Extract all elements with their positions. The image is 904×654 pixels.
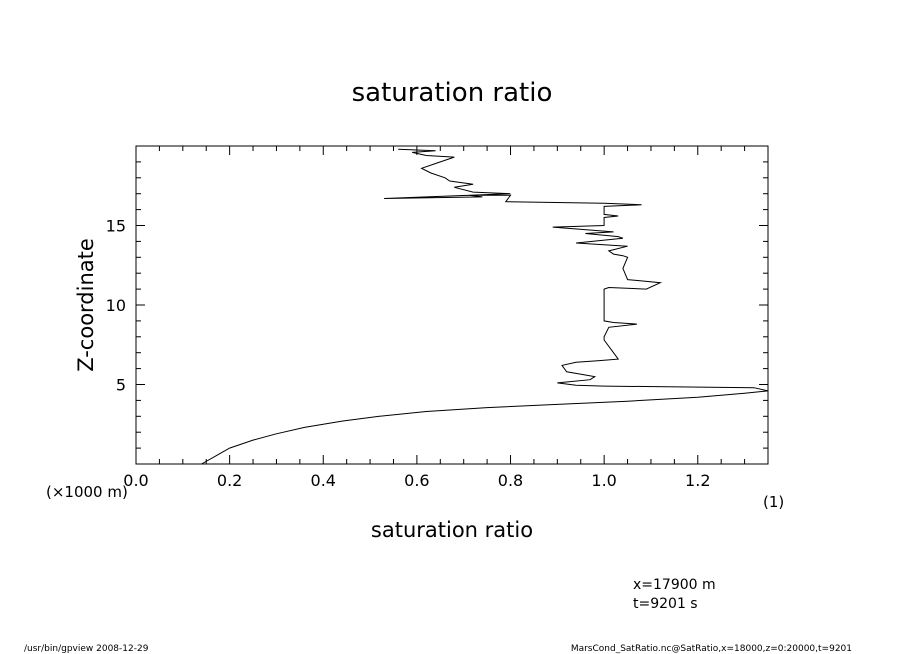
footer-left: /usr/bin/gpview 2008-12-29 [24,644,149,654]
x-tick-label: 0.8 [498,471,523,490]
x-tick-label: 0.4 [311,471,336,490]
chart-title: saturation ratio [352,78,553,108]
y-axis-label: Z-coordinate [74,238,98,372]
x-tick-label: 0.6 [404,471,429,490]
y-tick-label: 10 [106,296,126,315]
info-time: t=9201 s [633,596,698,612]
y-tick-labels: 5 10 15 [106,217,126,395]
plot-area: 0.0 0.2 0.4 0.6 0.8 1.0 1.2 5 10 15 [106,145,769,490]
x-tick-label: 0.2 [217,471,242,490]
x-tick-label: 1.0 [591,471,616,490]
plot-frame [135,145,769,465]
x-tick-label: 0.0 [123,471,148,490]
axis-ticks [135,145,769,465]
y-tick-label: 5 [116,376,126,395]
x-axis-label: saturation ratio [371,518,533,542]
x-unit-label: (1) [763,493,784,511]
y-tick-label: 15 [106,217,126,236]
y-unit-label: (×1000 m) [46,483,128,501]
info-x-position: x=17900 m [633,577,716,593]
x-tick-labels: 0.0 0.2 0.4 0.6 0.8 1.0 1.2 [123,471,710,490]
x-tick-label: 1.2 [685,471,710,490]
footer-right: MarsCond_SatRatio.nc@SatRatio,x=18000,z=… [571,644,852,654]
series-line [201,148,769,465]
